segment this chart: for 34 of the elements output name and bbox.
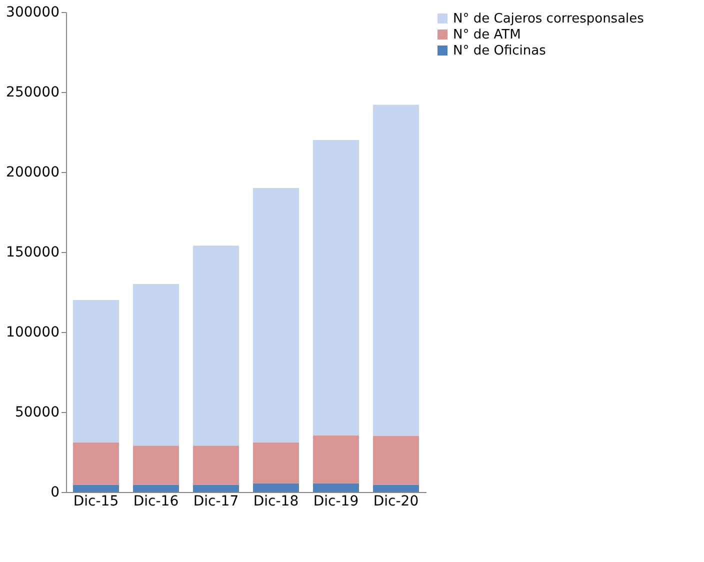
bar — [73, 484, 119, 492]
bar — [193, 246, 239, 446]
bar — [313, 435, 359, 484]
y-tick-label: 200000 — [6, 164, 60, 180]
x-tick-label: Dic-19 — [313, 494, 359, 510]
bar — [193, 446, 239, 485]
bar — [253, 188, 299, 442]
y-tick-label: 50000 — [14, 404, 60, 420]
bar — [73, 300, 119, 442]
bar — [73, 442, 119, 485]
legend-label: N° de Cajeros corresponsales — [453, 12, 644, 26]
y-tick-label: 300000 — [6, 4, 60, 20]
bar — [133, 484, 179, 492]
bar — [373, 484, 419, 492]
y-tick-label: 250000 — [6, 84, 60, 100]
bar — [253, 442, 299, 484]
bar — [313, 140, 359, 436]
bar — [133, 284, 179, 446]
x-tick-label: Dic-20 — [373, 494, 419, 510]
legend-label: N° de ATM — [453, 28, 521, 42]
bar — [133, 446, 179, 485]
bar — [313, 483, 359, 492]
x-tick-label: Dic-15 — [73, 494, 119, 510]
y-tick-label: 150000 — [6, 244, 60, 260]
x-tick-label: Dic-17 — [193, 494, 239, 510]
legend-label: N° de Oficinas — [453, 44, 546, 58]
y-tick-label: 100000 — [6, 324, 60, 340]
bar — [373, 104, 419, 436]
bar — [373, 436, 419, 485]
y-tick-label: 0 — [50, 484, 60, 500]
bar — [253, 483, 299, 492]
x-tick-label: Dic-18 — [253, 494, 299, 510]
bar — [193, 484, 239, 492]
x-tick-label: Dic-16 — [133, 494, 179, 510]
